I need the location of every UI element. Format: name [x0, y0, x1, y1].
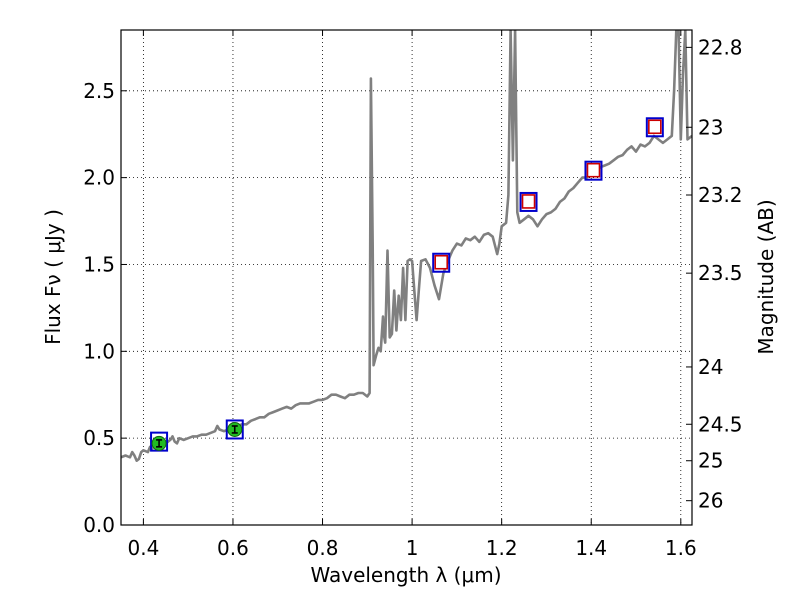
plot-marks	[121, 30, 692, 462]
y2-axis-label: Magnitude (AB)	[754, 199, 778, 354]
filter-box	[225, 419, 244, 440]
model-square	[434, 254, 449, 270]
model-square	[648, 119, 662, 135]
filter-box	[645, 117, 664, 138]
x-axis-label: Wavelength λ (μm)	[310, 563, 501, 587]
ticks: 0.4 0.6 0.8 1 1.2 1.4 1.6 0.0 0.5 1.0 1.5 2.0 2.5 22.…	[83, 30, 743, 560]
y2-tick-label: 25	[698, 449, 723, 473]
y2-tick-label: 23.2	[698, 183, 743, 207]
x-tick-label: 1	[406, 536, 419, 560]
x-tick-label: 0.6	[217, 536, 249, 560]
y-tick-label: 2.5	[83, 79, 115, 103]
y-tick-label: 0.5	[83, 426, 115, 450]
filter-box	[519, 191, 538, 212]
y2-tick-label: 23	[698, 115, 723, 139]
y2-tick-label: 24.5	[698, 412, 743, 436]
grid	[121, 30, 692, 526]
x-tick-label: 0.8	[307, 536, 339, 560]
plot-frame	[120, 29, 693, 526]
x-tick-label: 0.4	[127, 536, 159, 560]
y-tick-label: 2.0	[83, 166, 115, 190]
y2-tick-label: 24	[698, 355, 723, 379]
y-tick-label: 1.5	[83, 252, 115, 276]
x-tick-label: 1.4	[575, 536, 607, 560]
model-square	[586, 162, 601, 178]
x-tick-label: 1.6	[665, 536, 697, 560]
y2-tick-label: 22.8	[698, 35, 743, 59]
model-square	[521, 194, 536, 209]
x-tick-label: 1.2	[486, 536, 518, 560]
y-axis-label: Flux Fν ( μJy )	[41, 209, 65, 345]
y-tick-label: 1.0	[83, 339, 115, 363]
y2-tick-label: 26	[698, 489, 723, 513]
filter-box	[584, 160, 603, 181]
y2-tick-label: 23.5	[698, 261, 743, 285]
y-tick-label: 0.0	[83, 513, 115, 537]
filter-box	[432, 252, 451, 273]
